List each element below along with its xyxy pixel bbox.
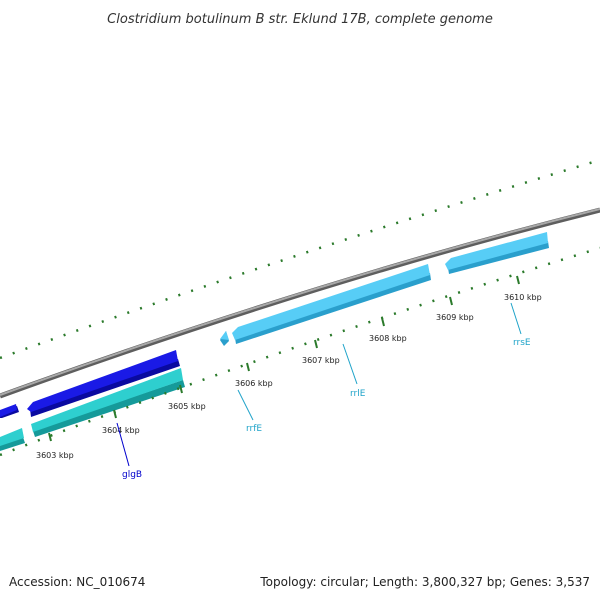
gene-labels: glgB rrfE rrlE rrsE — [122, 338, 531, 480]
gene-label-rrfE[interactable]: rrfE — [246, 424, 262, 434]
feature-cds-left-partial[interactable] — [0, 404, 19, 418]
feature-rrsE[interactable] — [445, 232, 549, 274]
tick-label-3605: 3605 kbp — [168, 402, 206, 411]
tick-label-3610: 3610 kbp — [504, 293, 542, 302]
leader-rrsE — [510, 302, 522, 335]
outer-tick-track — [0, 158, 600, 360]
gene-label-glgB[interactable]: glgB — [122, 470, 142, 480]
gene-label-rrlE[interactable]: rrlE — [350, 389, 366, 399]
tick-label-3603: 3603 kbp — [36, 451, 74, 460]
tick-label-3607: 3607 kbp — [302, 356, 340, 365]
genome-title: Clostridium botulinum B str. Eklund 17B,… — [107, 12, 493, 27]
tick-label-3608: 3608 kbp — [369, 334, 407, 343]
inner-tick-track — [0, 246, 600, 457]
tick-label-3606: 3606 kbp — [235, 379, 273, 388]
accession-text: Accession: NC_010674 — [9, 575, 145, 589]
feature-cyan-left-partial[interactable] — [0, 428, 25, 451]
leader-glgB — [116, 422, 130, 467]
gene-leader-lines — [116, 302, 522, 467]
feature-rrfE-arrow[interactable] — [220, 331, 229, 346]
tick-label-3604: 3604 kbp — [102, 426, 140, 435]
feature-cyan-main[interactable] — [31, 368, 185, 437]
feature-rrlE[interactable] — [232, 264, 431, 344]
tick-labels: 3603 kbp 3604 kbp 3605 kbp 3606 kbp 3607… — [36, 293, 542, 460]
tick-label-3609: 3609 kbp — [436, 313, 474, 322]
gene-label-rrsE[interactable]: rrsE — [513, 338, 531, 348]
leader-rrfE — [237, 389, 254, 421]
feature-cds-glgB[interactable] — [27, 350, 180, 417]
genome-summary-text: Topology: circular; Length: 3,800,327 bp… — [259, 575, 590, 589]
leader-rrlE — [342, 343, 358, 385]
genome-backbone — [0, 207, 600, 399]
